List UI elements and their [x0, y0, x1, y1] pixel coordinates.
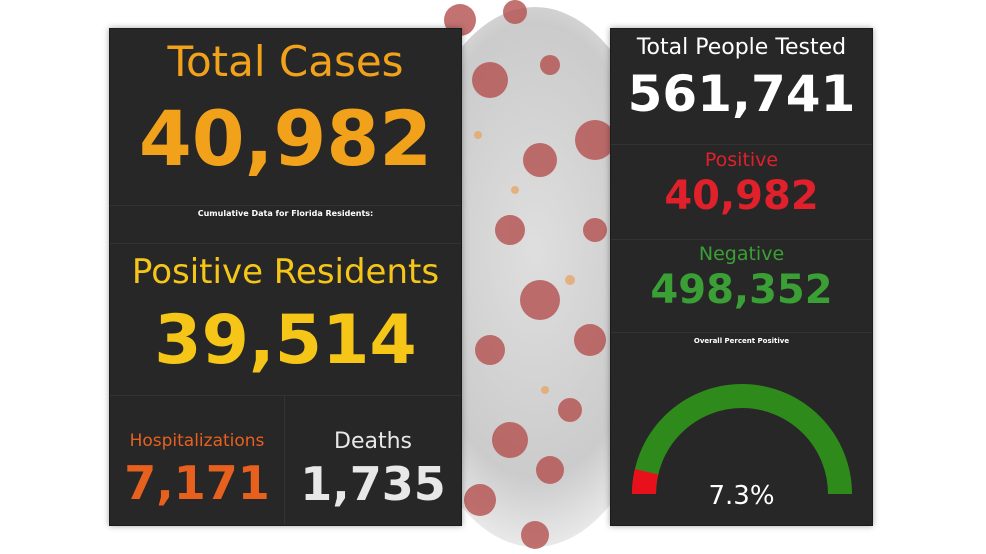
deaths-value: 1,735: [300, 457, 446, 511]
percent-note-cell: Overall Percent Positive: [611, 338, 872, 345]
positive-title: Positive: [704, 149, 779, 171]
positive-residents-value: 39,514: [154, 301, 417, 380]
testing-panel: Total People Tested 561,741 Positive 40,…: [610, 28, 873, 526]
divider: [611, 332, 872, 333]
divider: [611, 144, 872, 145]
total-cases-cell: Total Cases 40,982: [110, 41, 461, 177]
divider: [611, 239, 872, 240]
deaths-title: Deaths: [334, 429, 412, 454]
negative-cell: Negative 498,352: [611, 243, 872, 313]
divider: [110, 243, 461, 244]
tested-value: 561,741: [627, 65, 856, 123]
florida-cases-panel: Total Cases 40,982 Cumulative Data for F…: [109, 28, 462, 526]
tested-title: Total People Tested: [636, 35, 847, 60]
divider: [110, 205, 461, 206]
negative-title: Negative: [698, 243, 785, 265]
cumulative-note: Cumulative Data for Florida Residents:: [197, 209, 374, 218]
positive-cell: Positive 40,982: [611, 149, 872, 219]
positive-residents-cell: Positive Residents 39,514: [110, 255, 461, 375]
total-cases-title: Total Cases: [167, 37, 404, 86]
tested-cell: Total People Tested 561,741: [611, 35, 872, 123]
gauge-track: [632, 384, 852, 495]
positive-value: 40,982: [664, 173, 819, 219]
percent-positive-gauge: [632, 384, 852, 495]
gauge-value-cell: 7.3%: [611, 483, 872, 509]
percent-positive-note: Overall Percent Positive: [693, 337, 790, 345]
deaths-cell: Deaths 1,735: [285, 429, 461, 511]
negative-value: 498,352: [650, 267, 833, 313]
hospitalizations-title: Hospitalizations: [129, 431, 265, 451]
virus-illustration: [420, 0, 650, 554]
gauge-fill: [632, 468, 659, 495]
gauge-value: 7.3%: [708, 481, 775, 511]
hospitalizations-value: 7,171: [124, 456, 270, 510]
divider: [284, 396, 285, 525]
divider: [110, 395, 461, 396]
total-cases-value: 40,982: [138, 94, 433, 183]
hospitalizations-cell: Hospitalizations 7,171: [110, 431, 284, 510]
cumulative-note-cell: Cumulative Data for Florida Residents:: [110, 210, 461, 218]
positive-residents-title: Positive Residents: [131, 252, 440, 292]
